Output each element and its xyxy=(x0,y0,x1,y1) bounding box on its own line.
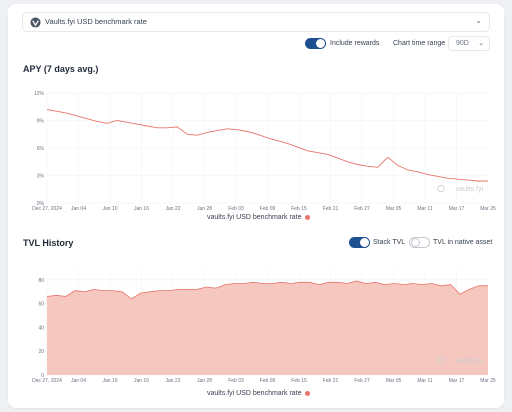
x-tick-label: Jan 04 xyxy=(71,378,86,384)
watermark-text: vaults.fyi xyxy=(456,358,484,365)
y-tick-label: 6% xyxy=(37,146,45,152)
watermark-logo-icon xyxy=(437,356,445,365)
x-tick-label: Feb 27 xyxy=(354,206,370,212)
x-tick-label: Feb 03 xyxy=(228,206,244,212)
x-tick-label: Feb 21 xyxy=(323,206,339,212)
chevron-down-icon: ⌄ xyxy=(475,16,482,25)
x-tick-label: Jan 22 xyxy=(165,378,180,384)
apy-title: APY (7 days avg.) xyxy=(23,64,99,74)
y-tick-label: 12% xyxy=(34,91,45,97)
x-tick-label: Jan 10 xyxy=(102,378,117,384)
y-tick-label: 60 xyxy=(38,302,44,308)
toggle-knob xyxy=(411,238,420,247)
y-tick-label: 9% xyxy=(37,119,45,125)
y-tick-label: 0% xyxy=(37,201,45,207)
series-area xyxy=(47,281,488,375)
x-tick-label: Feb 27 xyxy=(354,378,370,384)
x-tick-label: Feb 03 xyxy=(228,378,244,384)
stack-tvl-label: Stack TVL xyxy=(373,239,406,246)
x-tick-label: Feb 15 xyxy=(291,206,307,212)
x-tick-label: Mar 11 xyxy=(417,378,432,384)
vaults-logo-icon xyxy=(30,17,41,28)
include-rewards-label: Include rewards xyxy=(330,40,380,47)
x-tick-label: Jan 16 xyxy=(134,378,149,384)
include-rewards-toggle[interactable] xyxy=(305,38,326,49)
x-tick-label: Mar 05 xyxy=(386,378,402,384)
legend-dot xyxy=(304,390,310,396)
x-tick-label: Mar 17 xyxy=(449,378,465,384)
x-tick-label: Mar 25 xyxy=(480,378,496,384)
selector-label: Vaults.fyi USD benchmark rate xyxy=(45,17,147,26)
x-tick-label: Jan 28 xyxy=(197,378,212,384)
y-tick-label: 3% xyxy=(37,174,45,180)
series-line xyxy=(46,280,488,300)
legend-label: vaults.fyi USD benchmark rate xyxy=(207,390,302,397)
benchmark-selector[interactable]: Vaults.fyi USD benchmark rate ⌄ xyxy=(22,12,490,32)
tvl-title: TVL History xyxy=(23,238,74,248)
x-tick-label: Jan 16 xyxy=(134,206,149,212)
x-tick-label: Dec 27, 2024 xyxy=(32,206,62,212)
x-tick-label: Mar 11 xyxy=(417,206,432,212)
native-asset-toggle[interactable] xyxy=(409,237,430,248)
series-line xyxy=(46,109,488,182)
x-tick-label: Jan 10 xyxy=(102,206,117,212)
watermark-text: vaults.fyi xyxy=(456,186,484,193)
y-tick-label: 0 xyxy=(41,373,44,379)
legend-dot xyxy=(304,214,310,220)
x-tick-label: Feb 09 xyxy=(260,378,276,384)
chevron-down-icon: ⌄ xyxy=(478,40,484,47)
stack-tvl-toggle[interactable] xyxy=(349,237,370,248)
apy-legend[interactable]: vaults.fyi USD benchmark rate xyxy=(207,214,310,221)
legend-label: vaults.fyi USD benchmark rate xyxy=(207,214,302,221)
watermark-logo-icon xyxy=(437,184,445,193)
apy-chart: 12% 9% 6% 3% 0%Dec 27, 2024 Jan 04 Jan 10 Jan 1… xyxy=(32,91,496,212)
time-range-value: 90D xyxy=(456,40,469,47)
x-tick-label: Jan 28 xyxy=(197,206,212,212)
x-tick-label: Mar 25 xyxy=(480,206,496,212)
native-asset-label: TVL in native asset xyxy=(433,239,493,246)
y-tick-label: 20 xyxy=(38,349,44,355)
x-tick-label: Jan 04 xyxy=(71,206,86,212)
toggle-knob xyxy=(316,39,325,48)
x-tick-label: Feb 09 xyxy=(260,206,276,212)
x-tick-label: Feb 15 xyxy=(291,378,307,384)
chart-time-range-label: Chart time range xyxy=(393,40,446,47)
x-tick-label: Mar 05 xyxy=(386,206,402,212)
time-range-select[interactable]: 90D ⌄ xyxy=(448,36,490,51)
toggle-knob xyxy=(360,238,369,247)
x-tick-label: Feb 21 xyxy=(323,378,339,384)
y-tick-label: 40 xyxy=(38,325,44,331)
tvl-legend[interactable]: vaults.fyi USD benchmark rate xyxy=(207,390,310,397)
y-tick-label: 80 xyxy=(38,278,44,284)
x-tick-label: Dec 27, 2024 xyxy=(32,378,62,384)
x-tick-label: Mar 17 xyxy=(449,206,465,212)
x-tick-label: Jan 22 xyxy=(165,206,180,212)
